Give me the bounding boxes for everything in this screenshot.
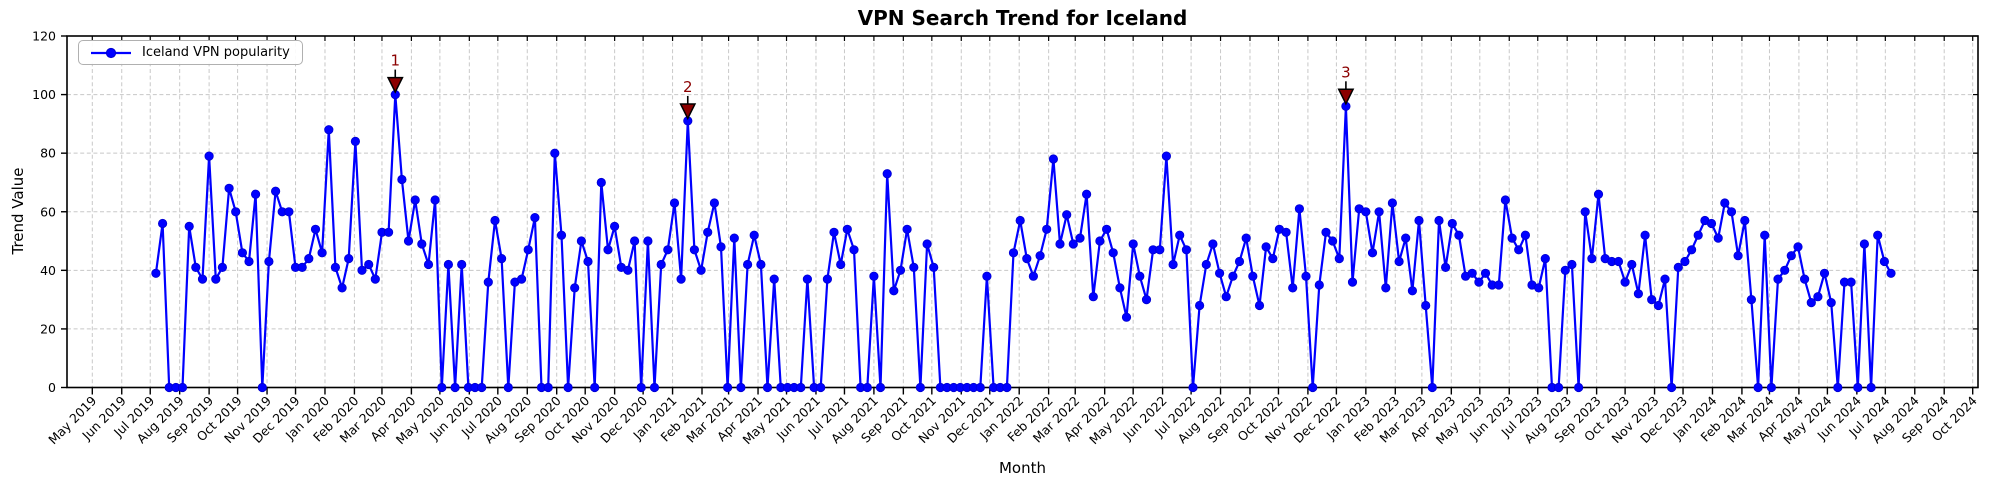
annotation-triangle-icon	[679, 103, 697, 121]
annotations: 1 2 3	[386, 52, 1355, 121]
legend-box: Iceland VPN popularity	[78, 40, 303, 65]
data-series	[151, 90, 1896, 393]
y-tick-labels: 0 20 40 60 80 100 120	[32, 29, 56, 396]
legend-series-label: Iceland VPN popularity	[142, 45, 290, 60]
legend-marker-icon	[105, 47, 117, 58]
chart-title: VPN Search Trend for Iceland	[857, 6, 1188, 30]
annotation-1: 1	[386, 52, 404, 94]
svg-text:0: 0	[48, 380, 56, 395]
annotation-triangle-icon	[386, 76, 404, 94]
x-axis-label: Month	[998, 459, 1046, 477]
annotation-number: 3	[1341, 63, 1351, 81]
svg-text:20: 20	[40, 321, 56, 336]
annotation-number: 2	[683, 78, 693, 96]
legend-line-sample	[91, 47, 131, 58]
svg-text:60: 60	[40, 204, 56, 219]
tick-marks	[61, 35, 1978, 395]
data-line	[154, 93, 1892, 389]
annotation-2: 2	[679, 78, 697, 121]
gridlines	[67, 35, 1978, 388]
annotation-triangle-icon	[1337, 88, 1355, 106]
svg-text:80: 80	[40, 146, 56, 161]
svg-text:100: 100	[32, 87, 56, 102]
svg-text:40: 40	[40, 263, 56, 278]
annotation-3: 3	[1337, 63, 1355, 106]
data-markers	[151, 90, 1896, 393]
annotation-number: 1	[390, 52, 400, 70]
y-axis-label: Trend Value	[9, 167, 27, 255]
svg-text:120: 120	[32, 29, 56, 44]
